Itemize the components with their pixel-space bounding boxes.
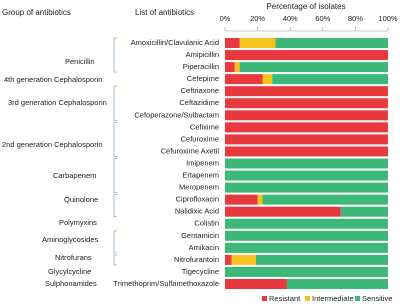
group-bracket — [113, 230, 117, 254]
group-bracket — [113, 85, 117, 121]
group-bracket — [113, 121, 117, 157]
category-label: Nitrofurantoin — [174, 255, 219, 264]
category-label: Gentamicin — [181, 231, 219, 240]
group-label: Polymyxins — [59, 218, 97, 227]
bar-segment — [225, 279, 287, 289]
category-label: Ciprofloxacin — [176, 195, 219, 204]
bar-segment — [225, 62, 235, 73]
bar-segment — [225, 158, 388, 169]
x-tick-label: 0% — [220, 14, 231, 23]
category-label: Cefoperazone/Sulbactam — [134, 110, 219, 119]
bar-segment — [272, 74, 388, 85]
category-label: Cefixime — [190, 122, 219, 131]
bar-segment — [225, 206, 341, 217]
group-label: 2nd generation Cephalosporin — [2, 140, 103, 149]
legend-swatch — [262, 296, 267, 301]
category-label: Cefuroxime — [181, 134, 219, 143]
group-label: Carbapenem — [53, 171, 96, 180]
bar-segment — [225, 146, 388, 157]
category-label: Colistin — [194, 219, 219, 228]
legend-swatch — [355, 296, 360, 301]
category-label: Ceftriaxone — [181, 86, 219, 95]
category-label: Amikacin — [189, 243, 219, 252]
bar-segment — [225, 50, 388, 61]
bar-segment — [225, 182, 388, 193]
category-label: Cefuroxime Axetil — [161, 146, 220, 155]
category-label: Piperacillin — [183, 62, 219, 71]
bar-segment — [225, 38, 240, 48]
category-label: Nalidixic Acid — [175, 207, 219, 216]
bar-segment — [231, 254, 256, 265]
list-header: List of antibiotics — [135, 8, 194, 17]
bar-segment — [225, 170, 388, 181]
bar-segment — [225, 194, 258, 205]
bar-segment — [225, 134, 388, 145]
bar-segment — [340, 206, 388, 217]
bar-segment — [225, 86, 388, 97]
group-label: Quinolone — [64, 195, 98, 204]
bar-segment — [286, 279, 388, 289]
group-label: Sulphonamides — [45, 279, 97, 288]
bar-segment — [225, 254, 232, 265]
category-label: Imipenem — [186, 158, 219, 167]
bar-segment — [257, 194, 263, 205]
category-label: Tigecycline — [182, 267, 219, 276]
bar-segment — [239, 62, 388, 73]
x-axis-title: Percentage of isolates — [266, 2, 345, 11]
x-tick-label: 100% — [378, 14, 398, 23]
bar-segment — [255, 254, 388, 265]
x-tick-label: 20% — [250, 14, 265, 23]
category-label: Trimethoprim/Sulfamethoxazole — [113, 279, 219, 288]
bar-segment — [225, 74, 263, 85]
group-bracket — [113, 37, 117, 73]
group-label: 3rd generation Cephalosporin — [8, 98, 107, 107]
legend-label: Sensitive — [362, 294, 392, 303]
bar-segment — [225, 242, 388, 253]
bar-segment — [262, 74, 273, 85]
group-bracket — [113, 158, 117, 193]
bar-segment — [262, 194, 388, 205]
bar-segment — [225, 122, 388, 133]
group-label: Nitrofurans — [55, 253, 92, 262]
category-label: Amoxicillin/Clavulanic Acid — [131, 38, 219, 47]
legend-label: Intermediate — [312, 294, 354, 303]
bar-segment — [234, 62, 240, 73]
category-label: Meropenem — [179, 183, 219, 192]
bar-segment — [225, 230, 388, 241]
group-label: Aminoglycosides — [42, 235, 99, 244]
group-label: Penicillin — [65, 57, 95, 66]
legend-label: Resistant — [269, 294, 301, 303]
category-label: Cefepime — [187, 74, 219, 83]
bar-segment — [225, 266, 388, 277]
x-tick-label: 60% — [315, 14, 330, 23]
category-label: Ertapenem — [182, 171, 219, 180]
legend-swatch — [305, 296, 310, 301]
bar-segment — [225, 218, 388, 229]
bar-segment — [239, 38, 276, 48]
bar-segment — [225, 110, 388, 121]
bar-segment — [275, 38, 388, 48]
group-header: Group of antibiotics — [2, 8, 71, 17]
x-tick-label: 80% — [348, 14, 363, 23]
bar-segment — [225, 98, 388, 109]
group-bracket — [113, 254, 117, 266]
group-bracket — [113, 194, 117, 218]
category-label: Amipicillin — [186, 50, 219, 59]
group-label: Glycylcycline — [48, 267, 91, 276]
category-label: Ceftazidime — [179, 98, 219, 107]
group-label: 4th generation Cephalosporin — [4, 75, 102, 84]
x-tick-label: 40% — [283, 14, 298, 23]
